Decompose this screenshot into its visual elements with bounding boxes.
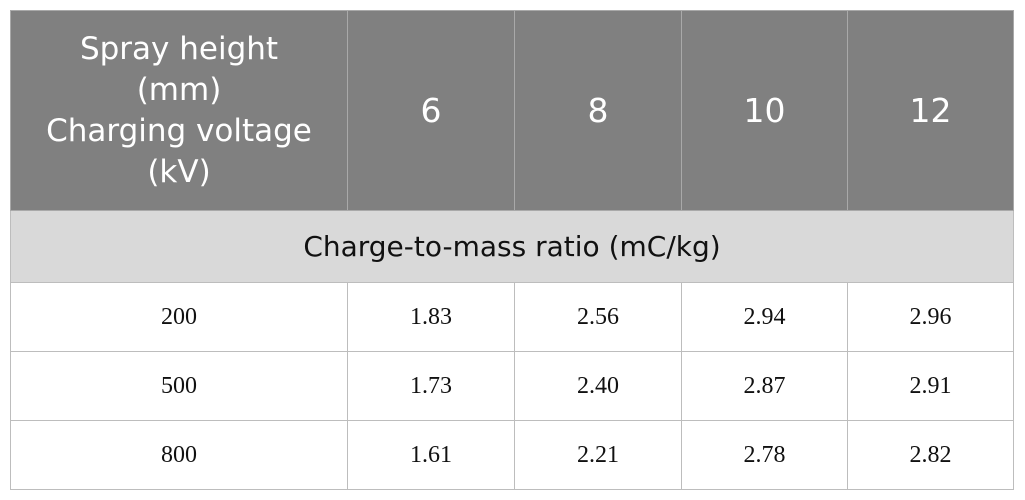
data-row: 200 1.83 2.56 2.94 2.96 — [10, 282, 1014, 352]
row-label: 800 — [10, 420, 348, 490]
table-container: Spray height (mm) Charging voltage (kV) 6 8 10… — [10, 10, 1014, 490]
column-header: 10 — [681, 10, 848, 211]
data-cell: 2.94 — [681, 282, 848, 352]
data-cell: 2.91 — [847, 351, 1014, 421]
row-label: 200 — [10, 282, 348, 352]
data-row: 500 1.73 2.40 2.87 2.91 — [10, 351, 1014, 421]
data-cell: 2.96 — [847, 282, 1014, 352]
corner-cell: Spray height (mm) Charging voltage (kV) — [10, 10, 348, 211]
data-cell: 2.56 — [514, 282, 682, 352]
column-header: 6 — [347, 10, 515, 211]
corner-line: Spray height — [79, 30, 279, 67]
corner-line: (mm) — [136, 71, 222, 108]
column-header: 12 — [847, 10, 1014, 211]
data-cell: 1.83 — [347, 282, 515, 352]
data-cell: 2.87 — [681, 351, 848, 421]
corner-line: (kV) — [147, 153, 211, 190]
header-row: Spray height (mm) Charging voltage (kV) 6 8 10… — [10, 10, 1014, 211]
data-cell: 2.21 — [514, 420, 682, 490]
column-header: 8 — [514, 10, 682, 211]
row-label: 500 — [10, 351, 348, 421]
data-cell: 1.73 — [347, 351, 515, 421]
data-row: 800 1.61 2.21 2.78 2.82 — [10, 420, 1014, 490]
subheader-cell: Charge-to-mass ratio (mC/kg) — [10, 210, 1014, 283]
data-table: Spray height (mm) Charging voltage (kV) 6 8 10… — [10, 10, 1014, 490]
corner-line: Charging voltage — [46, 112, 312, 149]
data-cell: 1.61 — [347, 420, 515, 490]
subheader-row: Charge-to-mass ratio (mC/kg) — [10, 210, 1014, 283]
data-cell: 2.40 — [514, 351, 682, 421]
data-cell: 2.78 — [681, 420, 848, 490]
data-cell: 2.82 — [847, 420, 1014, 490]
